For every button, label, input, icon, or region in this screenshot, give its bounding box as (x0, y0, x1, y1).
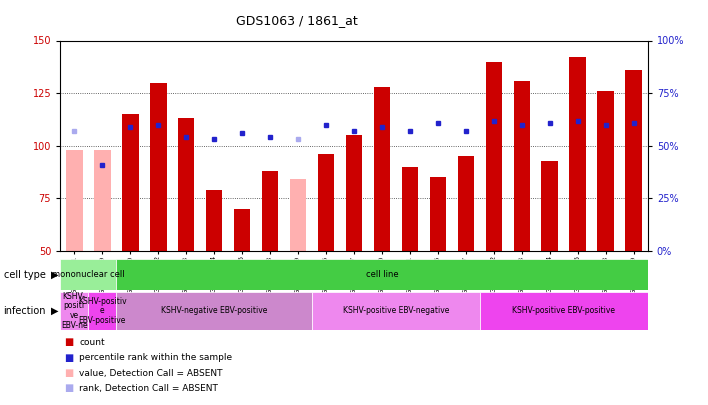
Text: ▶: ▶ (51, 270, 59, 279)
Bar (542, 160, 559, 251)
Text: KSHV-positive EBV-negative: KSHV-positive EBV-negative (343, 306, 449, 315)
Text: KSHV-positive EBV-positive: KSHV-positive EBV-positive (513, 306, 615, 315)
Bar (149, 83, 166, 251)
Bar (457, 156, 474, 251)
Text: ■: ■ (64, 353, 73, 362)
Bar (625, 70, 642, 251)
Bar (93, 150, 110, 251)
Bar (569, 58, 586, 251)
Bar (122, 114, 139, 251)
Bar (401, 167, 418, 251)
Bar (486, 62, 502, 251)
Bar (262, 171, 278, 251)
Bar (60, 259, 116, 290)
Bar (374, 87, 390, 251)
Text: GDS1063 / 1861_at: GDS1063 / 1861_at (236, 14, 358, 27)
Bar (430, 177, 446, 251)
Text: cell type: cell type (4, 270, 45, 279)
Text: ■: ■ (64, 384, 73, 393)
Text: percentile rank within the sample: percentile rank within the sample (79, 353, 232, 362)
Text: rank, Detection Call = ABSENT: rank, Detection Call = ABSENT (79, 384, 218, 393)
Bar (66, 150, 83, 251)
Text: cell line: cell line (365, 270, 399, 279)
Text: infection: infection (4, 306, 46, 316)
Bar (598, 91, 615, 251)
Text: value, Detection Call = ABSENT: value, Detection Call = ABSENT (79, 369, 223, 377)
Text: KSHV-positiv
e
EBV-positive: KSHV-positiv e EBV-positive (78, 296, 127, 325)
Text: mononuclear cell: mononuclear cell (52, 270, 125, 279)
Bar (116, 292, 312, 330)
Bar (318, 154, 334, 251)
Bar (234, 209, 251, 251)
Text: ■: ■ (64, 368, 73, 378)
Text: ■: ■ (64, 337, 73, 347)
Bar (346, 135, 362, 251)
Text: KSHV-
positi
ve
EBV-ne: KSHV- positi ve EBV-ne (61, 292, 88, 330)
Text: KSHV-negative EBV-positive: KSHV-negative EBV-positive (161, 306, 268, 315)
Bar (312, 292, 480, 330)
Bar (178, 118, 195, 251)
Bar (88, 292, 116, 330)
Text: ▶: ▶ (51, 306, 59, 316)
Bar (60, 292, 88, 330)
Bar (290, 179, 307, 251)
Bar (480, 292, 648, 330)
Text: count: count (79, 338, 105, 347)
Bar (206, 190, 222, 251)
Bar (513, 81, 530, 251)
